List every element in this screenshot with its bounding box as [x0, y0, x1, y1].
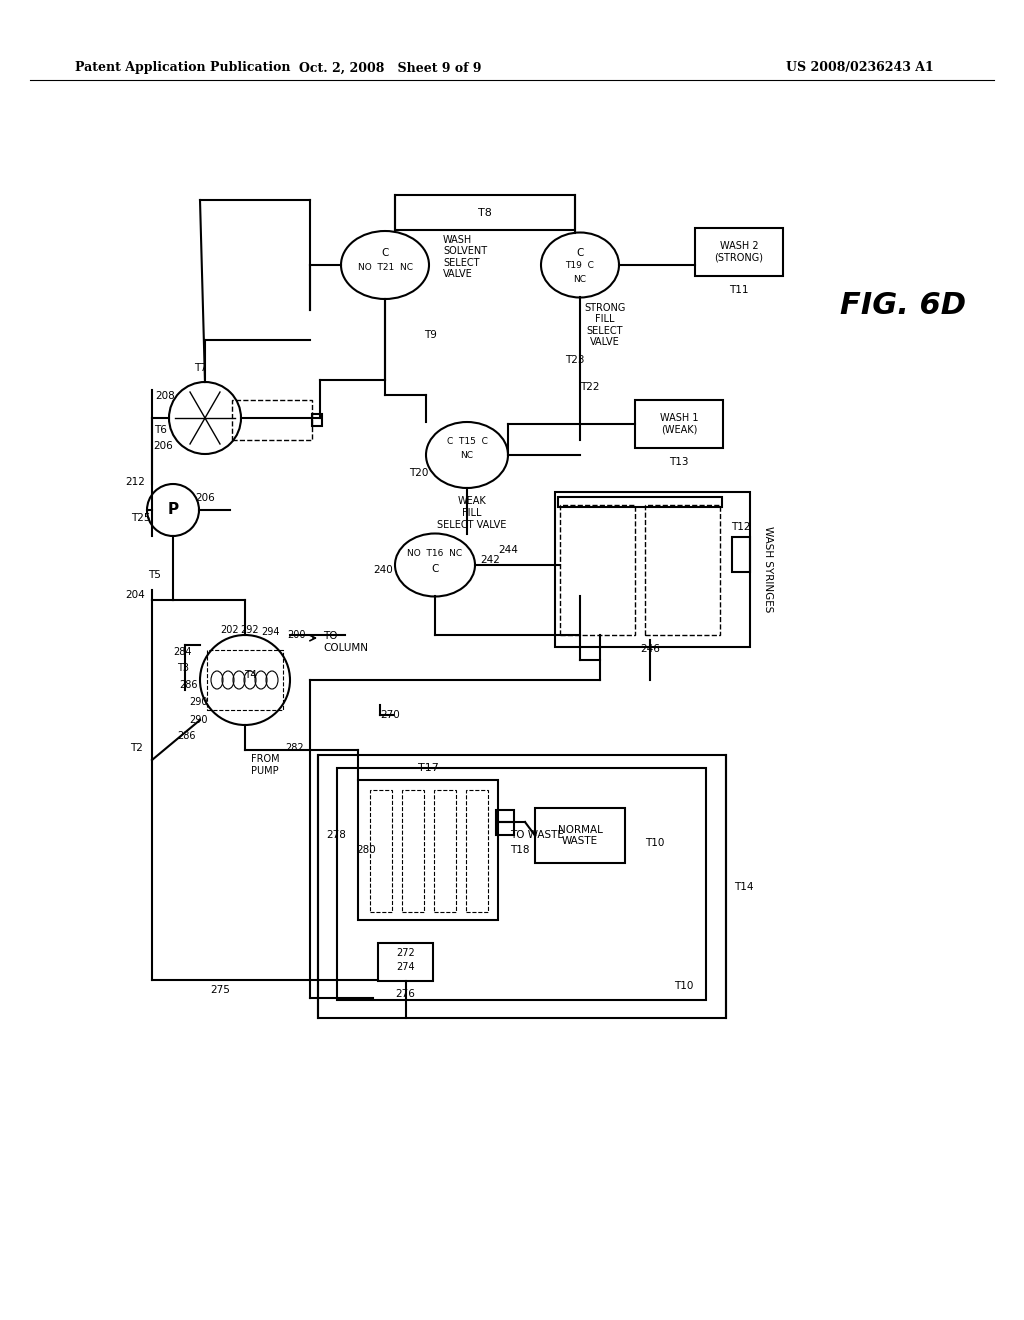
Text: WEAK
FILL
SELECT VALVE: WEAK FILL SELECT VALVE [437, 496, 507, 529]
Text: T13: T13 [670, 457, 689, 467]
Text: T17: T17 [418, 763, 438, 774]
Bar [337, 768, 706, 1001]
Text: 244: 244 [498, 545, 518, 554]
Bar [370, 789, 392, 912]
Text: T19  C: T19 C [565, 261, 595, 271]
Text: 212: 212 [125, 477, 145, 487]
Text: T14: T14 [734, 882, 754, 891]
Text: FIG. 6D: FIG. 6D [840, 290, 966, 319]
Bar [232, 400, 312, 440]
Bar [466, 789, 488, 912]
Text: C: C [381, 248, 389, 257]
Text: T10: T10 [645, 838, 665, 849]
Text: NO  T16  NC: NO T16 NC [408, 549, 463, 558]
Bar [732, 537, 750, 572]
Text: T2: T2 [130, 743, 143, 752]
Text: US 2008/0236243 A1: US 2008/0236243 A1 [786, 62, 934, 74]
Text: 206: 206 [196, 492, 215, 503]
Text: 206: 206 [154, 441, 173, 451]
Text: WASH 1
(WEAK): WASH 1 (WEAK) [659, 413, 698, 434]
Bar [695, 228, 783, 276]
Text: 246: 246 [640, 644, 659, 653]
Text: 274: 274 [396, 962, 415, 972]
Bar [395, 195, 575, 230]
Text: NC: NC [461, 450, 473, 459]
Text: T23: T23 [565, 355, 585, 366]
Text: 208: 208 [155, 391, 175, 401]
Text: 284: 284 [174, 647, 193, 657]
Text: T25: T25 [131, 513, 151, 523]
Text: C: C [431, 564, 438, 574]
Text: 286: 286 [179, 680, 198, 690]
Bar [207, 649, 283, 710]
Text: TO
COLUMN: TO COLUMN [323, 631, 368, 653]
Text: 272: 272 [396, 948, 415, 958]
Text: 270: 270 [380, 710, 399, 719]
Text: 286: 286 [178, 731, 197, 741]
Text: 242: 242 [480, 554, 500, 565]
Text: T20: T20 [409, 469, 428, 478]
Text: 290: 290 [188, 697, 207, 708]
Text: T18: T18 [510, 845, 529, 855]
Text: WASH 2
(STRONG): WASH 2 (STRONG) [715, 242, 764, 263]
Text: T9: T9 [424, 330, 436, 341]
Bar [434, 789, 456, 912]
Text: 282: 282 [286, 743, 304, 752]
Text: 276: 276 [395, 989, 416, 999]
Text: T6: T6 [154, 425, 167, 436]
Bar [555, 492, 750, 647]
Bar [645, 506, 720, 635]
Bar [496, 810, 514, 836]
Text: 294: 294 [261, 627, 280, 638]
Text: 290: 290 [188, 715, 207, 725]
Text: Patent Application Publication: Patent Application Publication [75, 62, 291, 74]
Bar [535, 808, 625, 863]
Text: 240: 240 [373, 565, 393, 576]
Bar [402, 789, 424, 912]
Bar [560, 506, 635, 635]
Text: T8: T8 [478, 207, 492, 218]
Text: 275: 275 [210, 985, 230, 995]
Text: 202: 202 [221, 624, 240, 635]
Bar [635, 400, 723, 447]
Text: 292: 292 [241, 624, 259, 635]
Text: T7: T7 [194, 363, 207, 374]
Text: C: C [577, 248, 584, 257]
Text: 278: 278 [326, 830, 346, 840]
Text: TO WASTE: TO WASTE [510, 830, 564, 840]
Text: T12: T12 [731, 521, 751, 532]
Bar [312, 414, 322, 426]
Text: WASH
SOLVENT
SELECT
VALVE: WASH SOLVENT SELECT VALVE [443, 235, 487, 280]
Bar [378, 942, 433, 981]
Text: WASH SYRINGES: WASH SYRINGES [763, 527, 773, 612]
Text: STRONG
FILL
SELECT
VALVE: STRONG FILL SELECT VALVE [585, 302, 626, 347]
Bar [358, 780, 498, 920]
Text: P: P [168, 503, 178, 517]
Text: C  T15  C: C T15 C [446, 437, 487, 446]
Text: T5: T5 [148, 570, 161, 579]
Text: T4: T4 [244, 671, 256, 680]
Text: NORMAL
WASTE: NORMAL WASTE [557, 825, 602, 846]
Text: T10: T10 [675, 981, 693, 991]
Text: T11: T11 [729, 285, 749, 294]
Text: T22: T22 [581, 381, 600, 392]
Text: NC: NC [573, 275, 587, 284]
Text: 204: 204 [125, 590, 144, 601]
Text: Oct. 2, 2008   Sheet 9 of 9: Oct. 2, 2008 Sheet 9 of 9 [299, 62, 481, 74]
Text: NO  T21  NC: NO T21 NC [357, 263, 413, 272]
Text: FROM
PUMP: FROM PUMP [251, 754, 280, 776]
Bar [318, 755, 726, 1018]
Bar [558, 498, 722, 507]
Text: 200: 200 [288, 630, 306, 640]
Text: T3: T3 [177, 663, 189, 673]
Text: 280: 280 [356, 845, 376, 855]
